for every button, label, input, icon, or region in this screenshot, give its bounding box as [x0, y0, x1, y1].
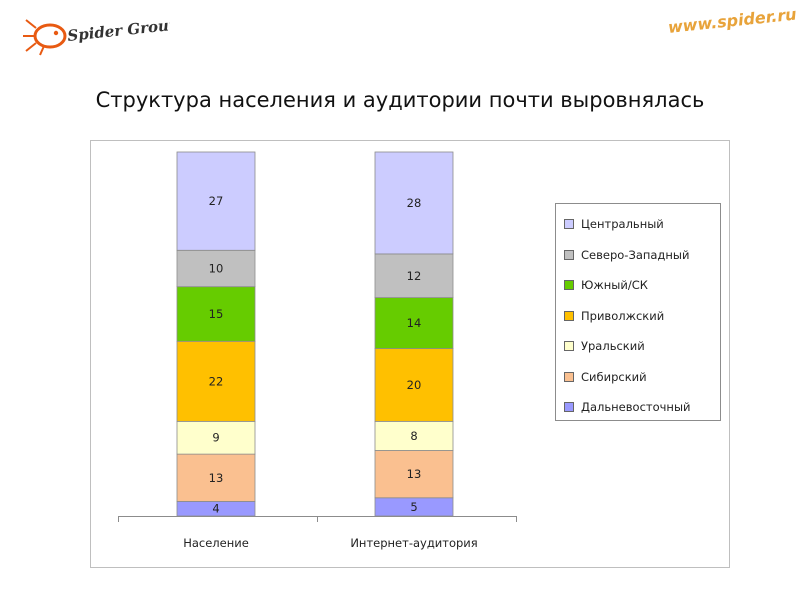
- legend-label: Дальневосточный: [581, 400, 691, 414]
- chart-legend: Центральный Северо-Западный Южный/СК Привол…: [555, 203, 721, 421]
- bar-segment: [176, 340, 256, 422]
- data-label: 12: [407, 269, 422, 283]
- bar-segment: [176, 453, 256, 502]
- legend-swatch: [564, 219, 574, 229]
- legend-item: Южный/СК: [564, 278, 648, 292]
- legend-swatch: [564, 402, 574, 412]
- category-label: Население: [183, 536, 249, 550]
- legend-label: Сибирский: [581, 369, 647, 384]
- legend-label: Южный/СК: [581, 278, 648, 292]
- legend-item: Приволжский: [564, 309, 664, 323]
- legend-swatch: [564, 280, 574, 290]
- legend-swatch: [564, 341, 574, 351]
- data-label: 20: [407, 378, 422, 392]
- data-label: 15: [209, 307, 224, 321]
- bar-segment: [176, 249, 256, 288]
- data-label: 8: [410, 429, 417, 443]
- data-label: 13: [407, 467, 422, 481]
- bar-segment: [374, 348, 454, 422]
- spider-group-logo: Spider Group: [23, 15, 170, 56]
- data-label: 10: [209, 261, 224, 275]
- site-url: www.spider.ru: [667, 4, 798, 37]
- bar-segment: [176, 286, 256, 342]
- data-label: 14: [407, 316, 422, 330]
- bar-segment: [374, 151, 454, 255]
- stacked-bar-chart: 4 13 9 22 15 10 27 Население 5 13 8 20 14 12 28 Интерне…: [118, 151, 517, 550]
- legend-label: Уральский: [581, 339, 645, 353]
- legend-label: Северо-Западный: [581, 247, 690, 262]
- legend-item: Уральский: [564, 339, 645, 353]
- data-label: 28: [407, 196, 422, 210]
- legend-label: Приволжский: [581, 308, 665, 323]
- legend-label: Центральный: [581, 217, 664, 231]
- category-label: Интернет-аудитория: [350, 536, 477, 550]
- data-label: 22: [209, 374, 224, 388]
- legend-item: Дальневосточный: [564, 400, 691, 414]
- data-label: 13: [209, 471, 224, 485]
- data-label: 9: [212, 431, 219, 445]
- bar-segment: [176, 420, 256, 455]
- legend-item: Северо-Западный: [564, 248, 689, 262]
- logo-text: Spider Group: [67, 15, 170, 45]
- bar-segment: [374, 253, 454, 298]
- spider-icon: [23, 19, 67, 56]
- slide-title: Структура населения и аудитории почти вы…: [95, 88, 705, 112]
- legend-swatch: [564, 249, 574, 260]
- bar-segment: [374, 297, 454, 349]
- legend-swatch: [564, 310, 574, 321]
- bar-segment: [176, 151, 256, 251]
- data-label: 4: [212, 502, 219, 516]
- legend-swatch: [564, 371, 574, 382]
- legend-item: Центральный: [564, 217, 664, 231]
- legend-item: Сибирский: [564, 370, 647, 384]
- data-label: 27: [209, 194, 224, 208]
- bar-segment: [374, 420, 454, 451]
- data-label: 5: [410, 500, 417, 514]
